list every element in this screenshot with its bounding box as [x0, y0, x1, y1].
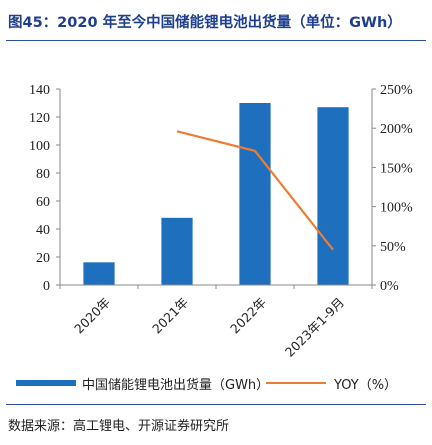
bar — [161, 217, 193, 285]
category-label: 2022年 — [227, 295, 269, 337]
source-note: 数据来源：高工锂电、开源证券研究所 — [8, 419, 230, 434]
legend-line-label: YOY（%） — [333, 378, 397, 393]
category-labels: 2020年 2021年 2022年 2023年1-9月 — [71, 295, 347, 360]
bar-series — [59, 103, 373, 289]
left-tick-label: 120 — [29, 111, 50, 126]
chart: 0 20 40 60 80 100 120 140 0% 50% 100% 150% 200% 250%… — [16, 83, 413, 393]
bar — [239, 103, 271, 285]
left-tick-label: 100 — [29, 139, 50, 154]
legend-bar-label: 中国储能锂电池出货量（GWh） — [82, 377, 269, 393]
source-rule — [6, 404, 426, 405]
right-tick-label: 50% — [380, 240, 406, 255]
right-axis: 0% 50% 100% 150% 200% 250% — [371, 83, 413, 294]
right-tick-label: 200% — [380, 122, 413, 137]
left-tick-label: 20 — [36, 251, 50, 266]
category-label: 2021年 — [149, 295, 191, 337]
bar — [83, 262, 115, 285]
left-tick-label: 60 — [36, 195, 50, 210]
left-axis: 0 20 40 60 80 100 120 140 — [29, 83, 61, 294]
right-tick-label: 0% — [380, 279, 399, 294]
left-tick-label: 40 — [36, 223, 50, 238]
chart-title: 图45：2020 年至今中国储能锂电池出货量（单位：GWh） — [8, 15, 402, 31]
title-rule — [6, 40, 426, 41]
right-tick-label: 150% — [380, 161, 413, 176]
left-tick-label: 80 — [36, 167, 50, 182]
right-tick-label: 100% — [380, 201, 413, 216]
category-label: 2023年1-9月 — [282, 295, 347, 360]
legend: 中国储能锂电池出货量（GWh） YOY（%） — [16, 377, 397, 393]
legend-bar-swatch — [16, 380, 76, 386]
left-tick-label: 0 — [43, 279, 50, 294]
category-label: 2020年 — [71, 295, 113, 337]
bar — [317, 107, 349, 285]
yoy-line-series — [176, 130, 334, 251]
yoy-line — [176, 130, 334, 251]
left-tick-label: 140 — [29, 83, 50, 98]
right-tick-label: 250% — [380, 83, 413, 98]
